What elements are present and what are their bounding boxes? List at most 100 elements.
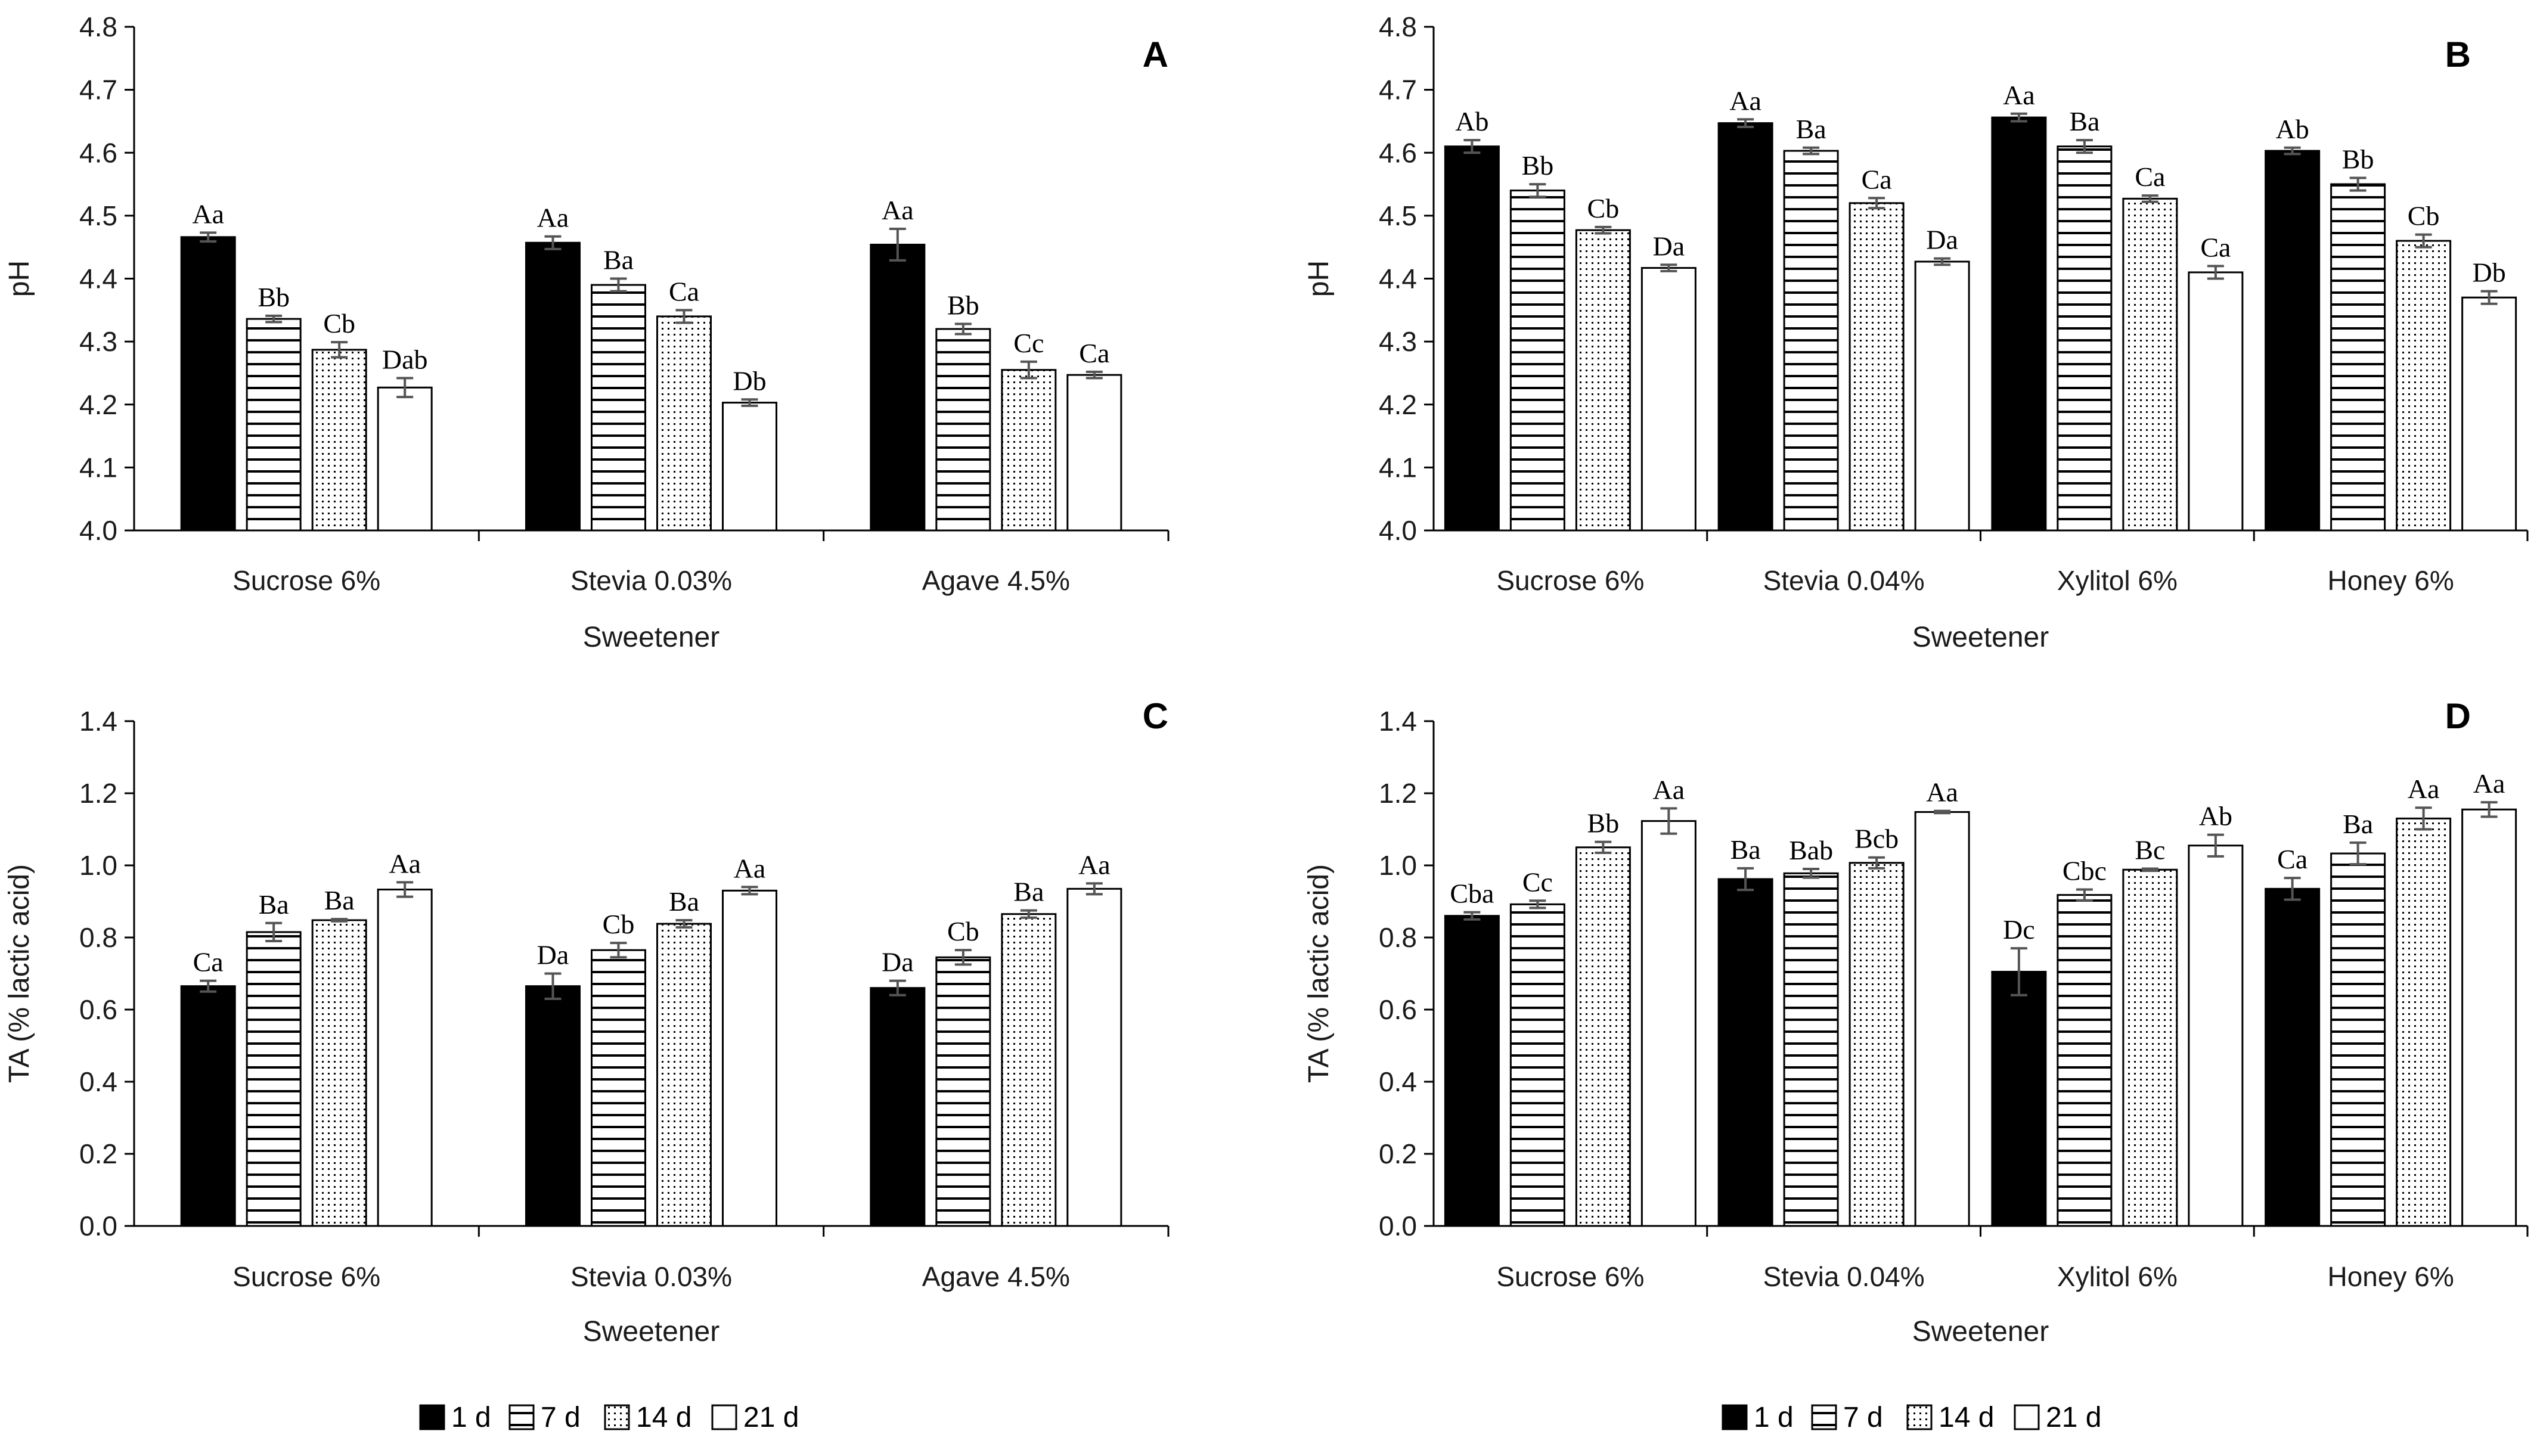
bar [2122, 197, 2178, 532]
y-tick-label: 4.1 [79, 452, 117, 483]
legend-swatch [2014, 1404, 2040, 1430]
x-category-label: Stevia 0.04% [1763, 565, 1925, 596]
y-tick-label: 4.0 [79, 515, 117, 546]
significance-label: Aa [734, 853, 766, 883]
y-tick-label: 1.2 [1379, 778, 1417, 809]
x-category-label: Sucrose 6% [232, 1261, 380, 1292]
significance-label: Ab [2199, 801, 2232, 831]
bar [1914, 811, 1970, 1227]
y-tick-label: 4.8 [1379, 11, 1417, 42]
bar [722, 889, 777, 1227]
legend-item: 1 d [419, 1402, 491, 1433]
bar [2461, 296, 2517, 532]
bar [2330, 183, 2386, 532]
significance-label: Ca [669, 276, 699, 306]
x-category-label: Stevia 0.03% [570, 565, 732, 596]
bar [2396, 240, 2452, 532]
legend-item: 14 d [1906, 1402, 1994, 1433]
bar [377, 889, 433, 1227]
bar [1066, 374, 1122, 532]
bar [377, 386, 433, 532]
x-category-label: Sucrose 6% [232, 565, 380, 596]
y-tick-label: 1.0 [79, 850, 117, 881]
y-axis-title: TA (% lactic acid) [4, 864, 35, 1083]
bar [1640, 267, 1696, 532]
x-axis-title: Sweetener [583, 622, 719, 653]
bar [1783, 872, 1839, 1227]
y-tick-label: 4.4 [1379, 263, 1417, 294]
significance-label: Cba [1450, 878, 1494, 909]
significance-label: Ba [669, 886, 699, 917]
bar [1509, 903, 1565, 1227]
significance-label: Aa [1729, 85, 1761, 116]
y-tick-label: 4.7 [79, 74, 117, 105]
y-tick-label: 0.6 [79, 994, 117, 1025]
significance-label: Ba [324, 885, 355, 915]
bar [1717, 878, 1773, 1227]
panel-letter: C [1143, 696, 1168, 736]
significance-label: Cc [1013, 328, 1044, 358]
significance-label: Ab [2276, 114, 2309, 144]
significance-label: Ca [193, 947, 224, 977]
y-tick-label: 4.0 [1379, 515, 1417, 546]
y-tick-label: 0.2 [1379, 1138, 1417, 1169]
x-category-label: Stevia 0.04% [1763, 1261, 1925, 1292]
bar [1001, 369, 1057, 532]
bar [525, 241, 581, 532]
legend-label: 14 d [636, 1402, 691, 1433]
significance-label: Ba [603, 245, 634, 275]
significance-label: Bb [1522, 150, 1554, 181]
legend-label: 21 d [2046, 1402, 2101, 1433]
panel-C: 0.0 0.2 0.4 0.6 0.8 1.0 1.2 1.4 TA (% lactic aci… [4, 696, 1170, 1348]
bar [311, 919, 367, 1227]
y-tick-label: 0.6 [1379, 994, 1417, 1025]
y-tick-label: 0.4 [1379, 1066, 1417, 1097]
significance-label: Ca [2135, 162, 2165, 192]
legend-item: 21 d [711, 1402, 799, 1433]
bar [1849, 862, 1905, 1227]
bar [180, 985, 236, 1227]
y-tick-label: 4.6 [1379, 137, 1417, 168]
bar [1001, 913, 1057, 1227]
bar [935, 328, 991, 532]
x-category-label: Xylitol 6% [2057, 1261, 2178, 1292]
significance-label: Cb [947, 916, 979, 946]
bar [2396, 817, 2452, 1227]
significance-label: Bb [258, 282, 290, 312]
significance-label: Da [537, 940, 569, 970]
y-tick-label: 0.8 [79, 922, 117, 953]
y-tick-label: 1.2 [79, 778, 117, 809]
significance-label: Ba [1730, 834, 1761, 865]
y-tick-label: 4.8 [79, 11, 117, 42]
bar [1444, 915, 1500, 1227]
significance-label: Ab [1455, 106, 1488, 136]
bar [870, 987, 926, 1227]
bar [2057, 145, 2113, 532]
legend-swatch [508, 1404, 535, 1430]
significance-label: Bb [2342, 144, 2374, 175]
x-category-label: Honey 6% [2328, 1261, 2454, 1292]
significance-label: Aa [1926, 777, 1958, 808]
significance-label: Aa [537, 203, 569, 233]
bar [1640, 820, 1696, 1227]
bar [656, 315, 712, 532]
significance-label: Ca [1079, 338, 1109, 368]
panel-A: 4.0 4.1 4.2 4.3 4.4 4.5 4.6 4.7 4.8 pH A Sucrose 6%… [4, 11, 1170, 653]
legend-item: 1 d [1722, 1402, 1794, 1433]
y-tick-label: 4.3 [1379, 326, 1417, 357]
x-axis-title: Sweetener [1912, 1316, 2049, 1348]
legend-item: 7 d [508, 1402, 581, 1433]
significance-label: Dc [2003, 914, 2035, 945]
legend-swatch [1906, 1404, 1933, 1430]
panel-letter: A [1143, 35, 1168, 74]
legend-item: 7 d [1811, 1402, 1883, 1433]
panel-letter: B [2445, 35, 2471, 74]
bar [525, 985, 581, 1227]
bar [1991, 116, 2047, 532]
significance-label: Dab [382, 344, 428, 374]
significance-label: Ba [1796, 114, 1826, 144]
y-axis-title: pH [1303, 260, 1335, 297]
significance-label: Aa [1078, 849, 1111, 880]
significance-label: Db [2473, 257, 2506, 288]
y-axis-title: TA (% lactic acid) [1303, 864, 1335, 1083]
